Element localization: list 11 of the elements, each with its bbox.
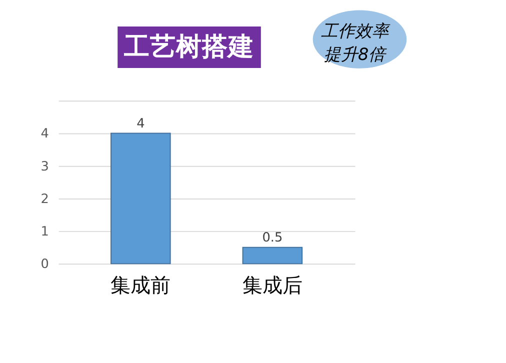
y-tick-label: 0 bbox=[40, 257, 49, 272]
y-tick-label: 3 bbox=[40, 159, 49, 174]
data-label: 4 bbox=[136, 116, 145, 132]
y-tick-label: 1 bbox=[40, 224, 49, 240]
y-tick-label: 2 bbox=[40, 192, 49, 207]
y-tick-label: 4 bbox=[40, 126, 49, 142]
x-tick-label: 集成前 bbox=[110, 274, 171, 297]
chart-title: 工艺树搭建 bbox=[122, 32, 254, 62]
text: 工作效率提升8倍 bbox=[320, 20, 391, 64]
data-label: 0.5 bbox=[262, 230, 283, 246]
x-tick-label: 集成后 bbox=[242, 274, 302, 297]
